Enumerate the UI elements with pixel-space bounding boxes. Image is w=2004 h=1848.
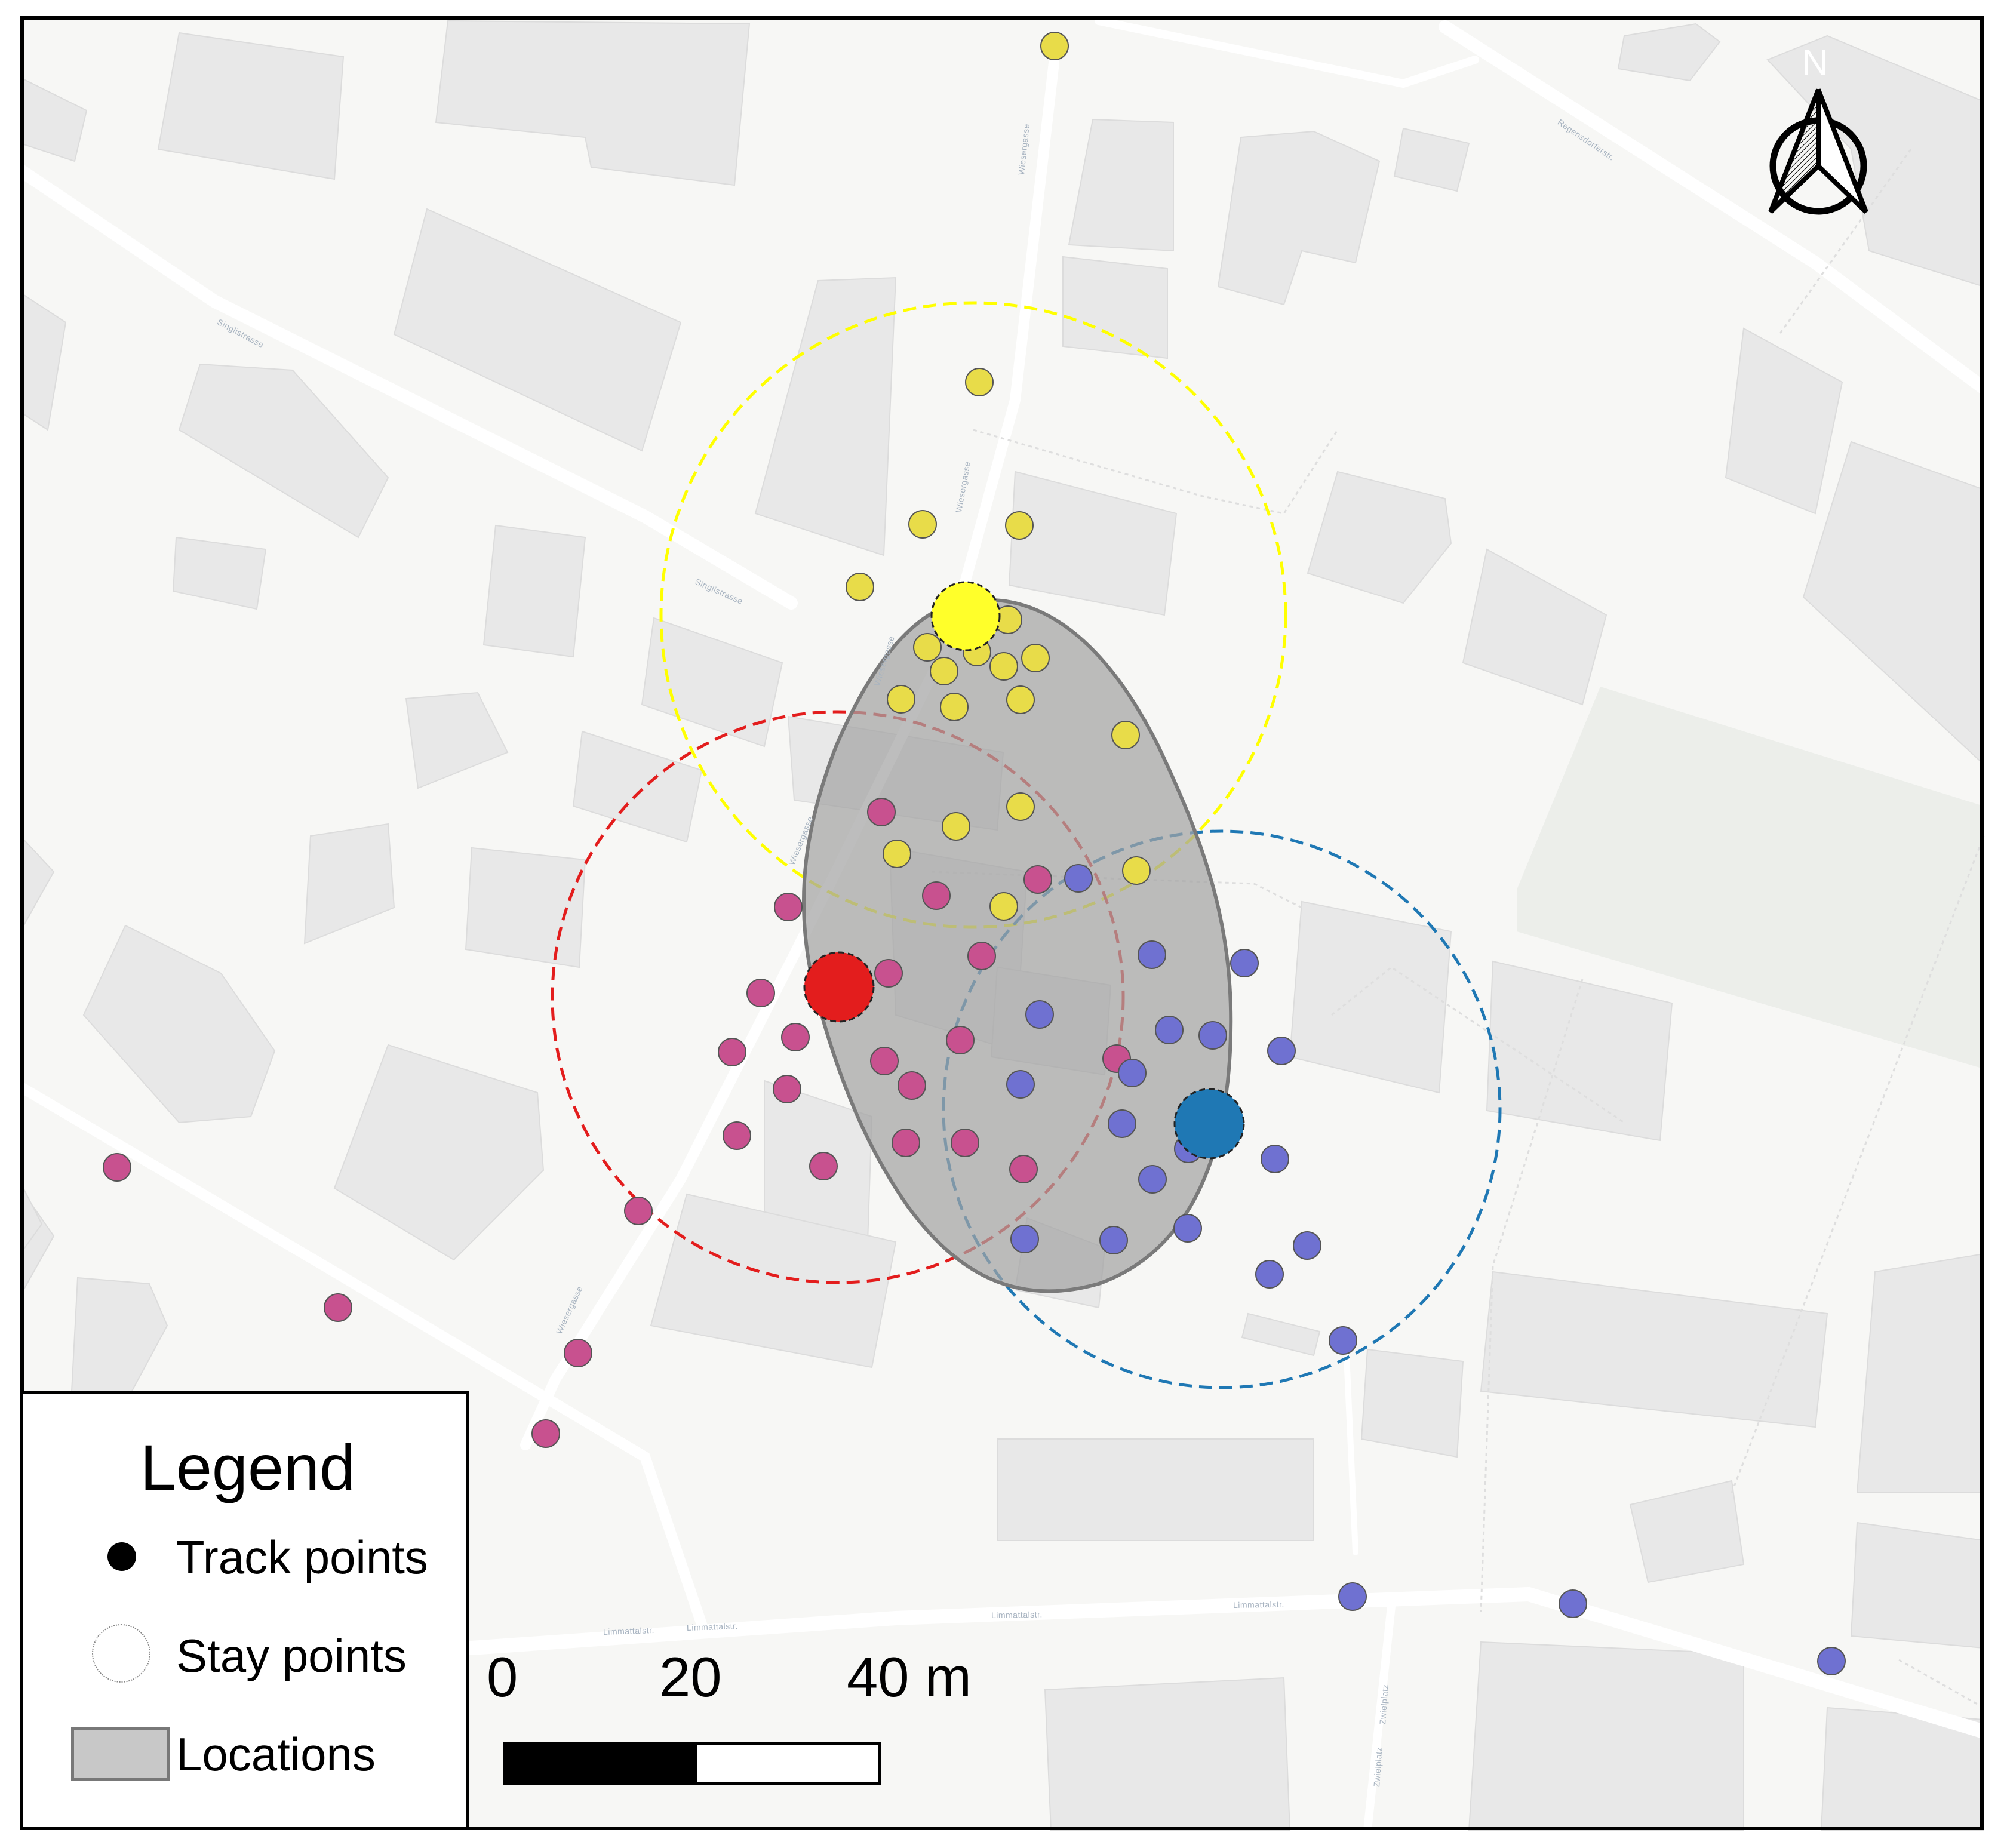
track-point-yellow-18 xyxy=(1122,856,1151,885)
track-point-yellow-12 xyxy=(940,693,969,721)
track-points-yellow xyxy=(846,32,1151,921)
buildings xyxy=(20,20,1984,1831)
track-point-blue-7 xyxy=(1118,1059,1147,1087)
scale-label-20: 20 xyxy=(659,1646,722,1708)
stay-point-blue xyxy=(1173,1088,1245,1160)
stay-points xyxy=(803,581,1245,1160)
track-point-blue-20 xyxy=(1559,1589,1587,1618)
track-point-blue-5 xyxy=(1198,1021,1227,1050)
north-letter: N xyxy=(1802,42,1828,82)
track-point-blue-4 xyxy=(1155,1016,1184,1044)
stay-point-red xyxy=(803,951,875,1023)
track-point-red-1 xyxy=(1023,865,1052,894)
track-point-blue-1 xyxy=(1138,940,1166,969)
track-point-yellow-4 xyxy=(846,573,874,601)
street-label-limmattalstr-3: Limmattalstr. xyxy=(991,1609,1043,1620)
track-point-red-5 xyxy=(874,959,903,988)
track-point-yellow-16 xyxy=(1006,792,1035,821)
legend: Legend Track points Stay points Location… xyxy=(20,1391,469,1830)
street-label-limmattalstr-1: Limmattalstr. xyxy=(603,1625,655,1637)
track-point-blue-21 xyxy=(1817,1647,1846,1675)
track-point-yellow-13 xyxy=(1006,685,1035,714)
scale-label-40: 40 m xyxy=(847,1646,972,1708)
scale-label-0: 0 xyxy=(487,1646,518,1708)
track-point-blue-2 xyxy=(1230,949,1259,977)
track-point-red-12 xyxy=(898,1071,926,1100)
legend-symbol-location xyxy=(47,1723,170,1782)
track-point-blue-11 xyxy=(1261,1145,1289,1173)
track-point-yellow-3 xyxy=(1005,511,1034,540)
track-point-red-8 xyxy=(946,1026,975,1054)
legend-title: Legend xyxy=(140,1431,356,1503)
track-point-red-13 xyxy=(773,1075,801,1103)
track-point-red-6 xyxy=(746,979,775,1007)
track-point-yellow-14 xyxy=(1111,721,1140,749)
track-point-blue-0 xyxy=(1064,864,1093,893)
track-point-red-14 xyxy=(723,1121,751,1150)
track-point-yellow-15 xyxy=(942,812,970,841)
legend-row-locations: Locations xyxy=(23,1717,465,1788)
legend-label-locations: Locations xyxy=(176,1728,376,1781)
track-point-yellow-8 xyxy=(930,657,958,685)
legend-symbol-stay-point xyxy=(47,1624,150,1684)
track-point-blue-8 xyxy=(1006,1070,1035,1099)
track-point-yellow-11 xyxy=(887,685,915,714)
legend-label-stay-points: Stay points xyxy=(176,1629,407,1682)
track-points-blue xyxy=(1006,864,1846,1675)
stay-point-yellow xyxy=(930,581,1001,651)
track-point-red-22 xyxy=(564,1339,592,1367)
track-point-blue-12 xyxy=(1138,1165,1167,1194)
track-point-red-16 xyxy=(951,1129,979,1157)
track-point-red-21 xyxy=(324,1293,352,1322)
track-point-red-18 xyxy=(1009,1155,1038,1183)
track-point-red-10 xyxy=(870,1047,899,1075)
track-point-blue-6 xyxy=(1267,1037,1296,1065)
track-point-red-15 xyxy=(892,1129,920,1157)
track-point-red-19 xyxy=(103,1153,131,1182)
track-point-red-2 xyxy=(922,881,951,910)
scale-bar-segment-black xyxy=(503,1742,695,1785)
track-point-red-20 xyxy=(624,1197,653,1225)
scale-bar-segment-white xyxy=(694,1742,881,1785)
track-point-yellow-9 xyxy=(989,652,1018,681)
track-point-blue-9 xyxy=(1108,1109,1136,1138)
green-area xyxy=(1517,687,1984,1069)
track-point-blue-13 xyxy=(1173,1214,1202,1243)
track-point-red-3 xyxy=(774,893,803,921)
track-point-yellow-0 xyxy=(1040,32,1069,60)
track-point-yellow-19 xyxy=(989,892,1018,921)
track-point-red-23 xyxy=(531,1419,560,1448)
track-point-red-4 xyxy=(967,942,996,970)
track-point-blue-14 xyxy=(1010,1225,1039,1253)
track-point-yellow-1 xyxy=(965,368,994,396)
legend-label-track-points: Track points xyxy=(176,1531,428,1583)
track-point-blue-18 xyxy=(1329,1326,1357,1355)
street-label-limmattalstr-2: Limmattalstr. xyxy=(686,1621,739,1632)
track-point-yellow-10 xyxy=(1021,644,1050,672)
track-point-yellow-6 xyxy=(913,633,942,662)
track-point-blue-19 xyxy=(1338,1582,1367,1611)
track-point-blue-15 xyxy=(1099,1226,1128,1254)
legend-row-stay-points: Stay points xyxy=(23,1618,465,1690)
track-point-red-9 xyxy=(718,1038,746,1066)
track-point-yellow-2 xyxy=(908,510,937,539)
track-point-blue-3 xyxy=(1025,1000,1054,1029)
track-point-blue-16 xyxy=(1293,1231,1321,1260)
track-point-yellow-17 xyxy=(883,840,911,868)
north-arrow-icon xyxy=(1768,88,1868,215)
track-point-red-17 xyxy=(809,1152,838,1180)
track-point-blue-17 xyxy=(1255,1260,1284,1289)
track-point-red-7 xyxy=(781,1023,810,1051)
streets xyxy=(14,17,1991,1834)
legend-row-track-points: Track points xyxy=(23,1520,465,1591)
track-points-red xyxy=(103,798,1131,1448)
track-point-red-0 xyxy=(867,798,896,826)
street-label-limmattalstr-4: Limmattalstr. xyxy=(1232,1599,1284,1610)
legend-symbol-track-point xyxy=(47,1526,149,1585)
